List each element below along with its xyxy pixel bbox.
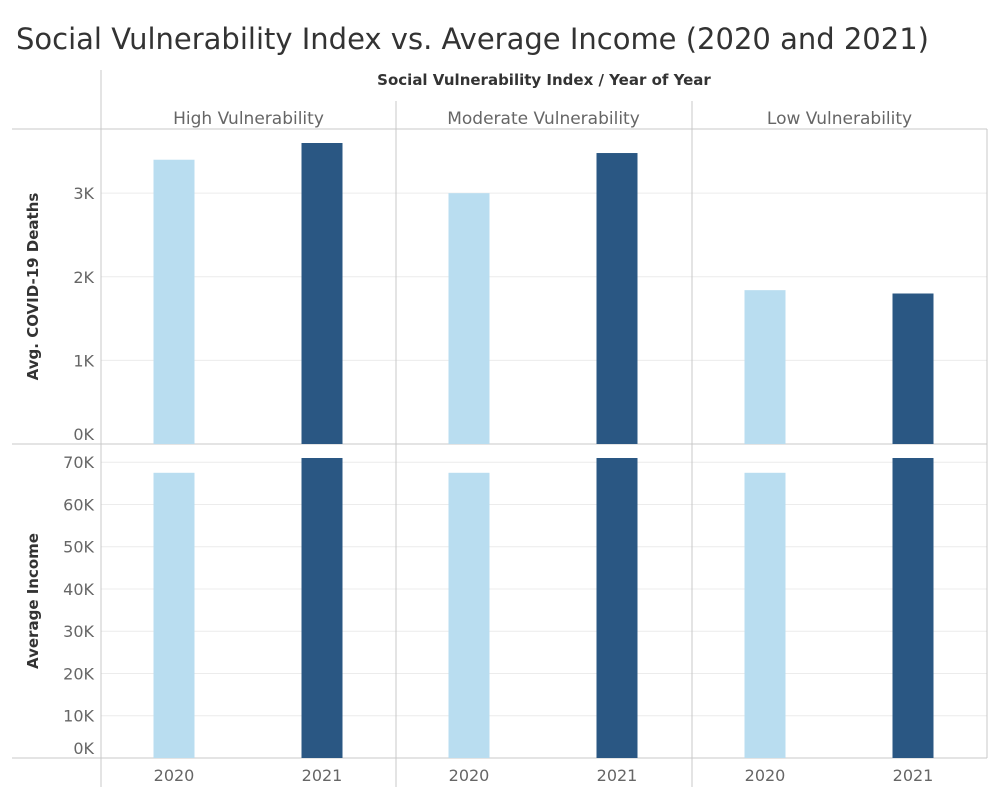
- bar-low-vulnerability-2020-deaths: [744, 290, 786, 444]
- y-tick-label: 20K: [63, 664, 94, 683]
- y-tick-label: 30K: [63, 622, 94, 641]
- y-tick-label: 70K: [63, 453, 94, 472]
- bar-high-vulnerability-2021-income: [301, 458, 343, 758]
- y-axis-label: Average Income: [24, 533, 42, 669]
- bar-high-vulnerability-2020-deaths: [153, 159, 195, 444]
- y-tick-label: 1K: [73, 351, 94, 370]
- column-header: Social Vulnerability Index / Year of Yea…: [377, 71, 711, 89]
- x-tick-label: 2021: [302, 766, 343, 785]
- bars: [153, 143, 934, 758]
- y-tick-label: 60K: [63, 495, 94, 514]
- bar-moderate-vulnerability-2021-deaths: [596, 153, 638, 445]
- x-tick-label: 2021: [597, 766, 638, 785]
- x-tick-label: 2020: [745, 766, 786, 785]
- column-header-low-vulnerability: Low Vulnerability: [767, 109, 912, 129]
- x-tick-label: 2020: [449, 766, 490, 785]
- bar-moderate-vulnerability-2021-income: [596, 458, 638, 758]
- y-tick-label: 50K: [63, 538, 94, 557]
- y-tick-label: 3K: [73, 184, 94, 203]
- bar-high-vulnerability-2021-deaths: [301, 143, 343, 444]
- bar-moderate-vulnerability-2020-deaths: [448, 193, 490, 444]
- bar-moderate-vulnerability-2020-income: [448, 472, 490, 758]
- y-axis-label: Avg. COVID-19 Deaths: [24, 193, 42, 381]
- y-tick-label: 10K: [63, 707, 94, 726]
- bar-low-vulnerability-2021-income: [892, 458, 934, 758]
- gridlines: [101, 192, 987, 717]
- bar-low-vulnerability-2021-deaths: [892, 293, 934, 444]
- bar-low-vulnerability-2020-income: [744, 472, 786, 758]
- chart-title: Social Vulnerability Index vs. Average I…: [16, 22, 929, 56]
- y-tick-label: 0K: [73, 425, 94, 444]
- bar-high-vulnerability-2020-income: [153, 472, 195, 758]
- y-tick-label: 0K: [73, 739, 94, 758]
- labels: High Vulnerability Moderate Vulnerability…: [24, 109, 933, 785]
- column-header-high-vulnerability: High Vulnerability: [173, 109, 324, 129]
- y-tick-label: 40K: [63, 580, 94, 599]
- column-header-moderate-vulnerability: Moderate Vulnerability: [447, 109, 640, 129]
- y-tick-label: 2K: [73, 268, 94, 287]
- x-tick-label: 2021: [893, 766, 934, 785]
- x-tick-label: 2020: [154, 766, 195, 785]
